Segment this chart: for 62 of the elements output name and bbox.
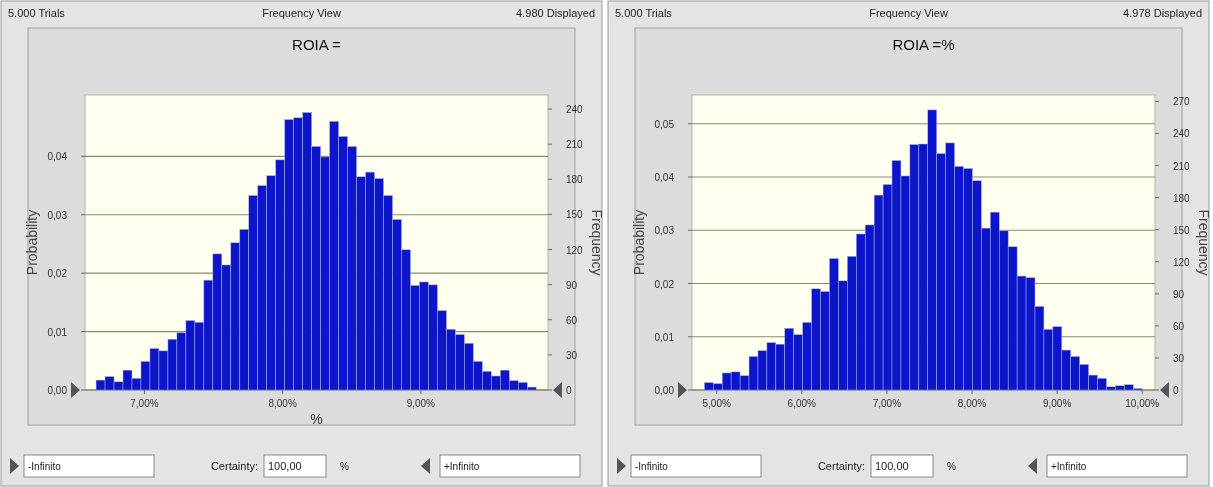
y-tick-label: 0,02 xyxy=(654,278,675,290)
y-tick-label: 0,03 xyxy=(654,225,675,237)
y-tick-label: 0,03 xyxy=(47,209,68,221)
y2-tick-label: 60 xyxy=(566,314,578,326)
text: -Infinito xyxy=(635,461,669,472)
y2-tick-label: 120 xyxy=(566,244,584,256)
y2-tick-label: 240 xyxy=(1173,128,1191,140)
y2-tick-label: 120 xyxy=(1173,256,1191,268)
x-tick-label: 8,00% xyxy=(268,398,297,409)
x-tick-label: 7,00% xyxy=(872,398,902,409)
x-axis-title: % xyxy=(310,411,323,427)
x-tick-label: 7,00% xyxy=(130,398,159,409)
y2-tick-label: 60 xyxy=(1173,320,1185,332)
chart-title: ROIA = xyxy=(292,36,342,53)
y2-tick-label: 210 xyxy=(1173,160,1191,172)
x-tick-label: 5,00% xyxy=(702,398,731,409)
y2-tick-label: 150 xyxy=(1173,224,1191,236)
text: 4.978 Displayed xyxy=(1123,7,1202,19)
y2-tick-label: 240 xyxy=(566,104,584,116)
y-tick-label: 0,01 xyxy=(654,331,675,343)
text: +Infinito xyxy=(1051,461,1087,472)
y2-axis-title: Frequency xyxy=(1196,209,1212,276)
y-axis-title: Probability xyxy=(631,209,647,276)
text: Frequency View xyxy=(869,7,948,19)
y2-tick-label: 90 xyxy=(566,279,578,291)
y2-axis-title: Frequency xyxy=(589,209,605,276)
y2-tick-label: 270 xyxy=(1173,96,1191,108)
x-tick-label: 10,00% xyxy=(1125,398,1160,409)
x-tick-label: 9,00% xyxy=(406,398,436,409)
x-tick-label: 6,00% xyxy=(787,398,817,409)
text: +Infinito xyxy=(444,461,480,472)
y2-tick-label: 0 xyxy=(1173,385,1179,396)
y-tick-label: 0,04 xyxy=(654,172,675,183)
chart-title: ROIA =% xyxy=(892,36,955,53)
text: Frequency View xyxy=(262,7,341,19)
text: 5.000 Trials xyxy=(615,7,673,19)
text: % xyxy=(947,461,956,472)
x-tick-label: 9,00% xyxy=(1042,398,1072,409)
y2-tick-label: 0 xyxy=(566,385,572,396)
y2-tick-label: 30 xyxy=(566,349,578,361)
y-tick-label: 0,00 xyxy=(654,385,675,396)
y2-tick-label: 90 xyxy=(1173,288,1185,300)
text: 4.980 Displayed xyxy=(516,7,595,19)
text: 5.000 Trials xyxy=(8,7,66,19)
y2-tick-label: 150 xyxy=(566,209,584,221)
y2-tick-label: 180 xyxy=(566,174,584,186)
text: 100,00 xyxy=(268,460,302,472)
y-axis-title: Probability xyxy=(24,209,40,276)
y-tick-label: 0,02 xyxy=(47,268,68,280)
text: Certainty: xyxy=(210,460,258,472)
y2-tick-label: 210 xyxy=(566,139,584,151)
y2-tick-label: 180 xyxy=(1173,192,1191,204)
y-tick-label: 0,01 xyxy=(47,326,68,338)
y-tick-label: 0,00 xyxy=(47,385,68,396)
text: -Infinito xyxy=(28,461,62,472)
text: % xyxy=(340,461,349,472)
y-tick-label: 0,04 xyxy=(47,151,68,163)
y-tick-label: 0,05 xyxy=(654,118,675,130)
y2-tick-label: 30 xyxy=(1173,352,1185,364)
x-tick-label: 8,00% xyxy=(957,398,987,409)
text: 100,00 xyxy=(875,460,909,472)
text: Certainty: xyxy=(817,460,865,472)
